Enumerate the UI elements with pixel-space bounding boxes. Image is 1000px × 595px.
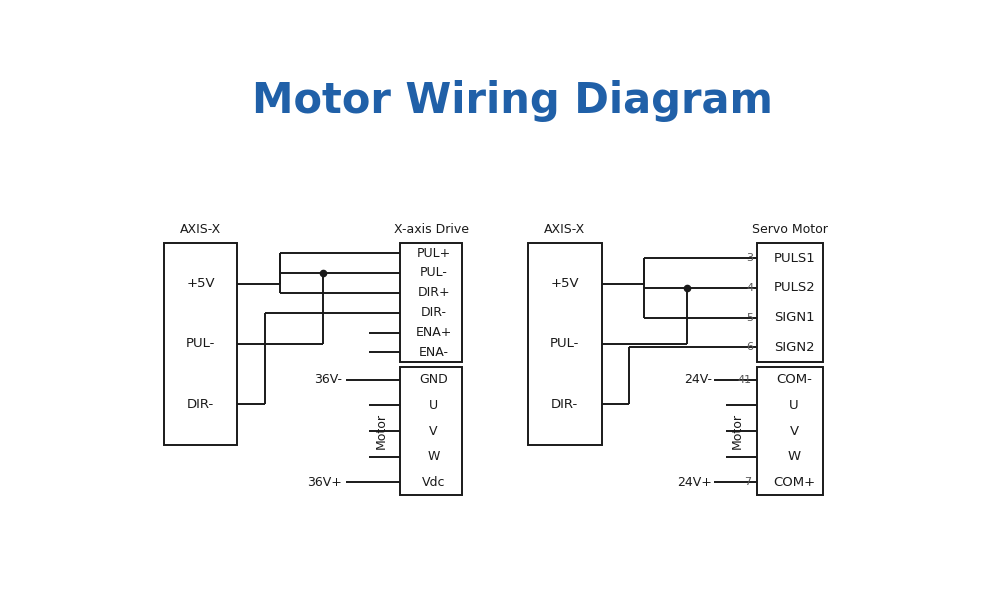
Text: W: W (427, 450, 440, 463)
Bar (400, 243, 462, 362)
Text: ENA-: ENA- (419, 346, 449, 359)
Text: +5V: +5V (186, 277, 215, 290)
Text: Vdc: Vdc (422, 476, 445, 489)
Text: PUL+: PUL+ (416, 247, 451, 259)
Text: AXIS-X: AXIS-X (544, 223, 585, 236)
Text: DIR-: DIR- (187, 398, 214, 411)
Text: DIR-: DIR- (551, 398, 578, 411)
Text: Motor: Motor (731, 413, 744, 449)
Text: 24V-: 24V- (684, 373, 712, 386)
Text: +5V: +5V (550, 277, 579, 290)
Text: 41: 41 (737, 375, 751, 385)
Text: 5: 5 (747, 312, 754, 322)
Text: W: W (788, 450, 801, 463)
Text: U: U (429, 399, 438, 412)
Text: PUL-: PUL- (420, 267, 448, 280)
Text: PUL-: PUL- (186, 337, 215, 350)
Bar (757, 243, 822, 362)
Text: Motor Wiring Diagram: Motor Wiring Diagram (252, 80, 773, 122)
Bar (400, 367, 462, 495)
Text: PULS1: PULS1 (773, 252, 815, 265)
Text: Servo Motor: Servo Motor (752, 223, 828, 236)
Text: DIR-: DIR- (421, 306, 447, 319)
Text: 6: 6 (747, 343, 754, 352)
Text: U: U (789, 399, 799, 412)
Text: COM+: COM+ (773, 476, 815, 489)
Text: 3: 3 (747, 253, 754, 263)
Bar (757, 367, 822, 495)
Text: DIR+: DIR+ (417, 286, 450, 299)
Text: ENA+: ENA+ (415, 326, 452, 339)
Text: V: V (790, 425, 799, 437)
Text: PULS2: PULS2 (773, 281, 815, 295)
Text: COM-: COM- (776, 373, 812, 386)
Text: X-axis Drive: X-axis Drive (394, 223, 469, 236)
Text: SIGN1: SIGN1 (774, 311, 814, 324)
Text: SIGN2: SIGN2 (774, 341, 814, 354)
Text: V: V (429, 425, 438, 437)
Text: 4: 4 (746, 283, 754, 293)
Text: GND: GND (419, 373, 448, 386)
Text: 24V+: 24V+ (677, 476, 712, 489)
Text: 36V-: 36V- (314, 373, 342, 386)
Bar (528, 243, 602, 445)
Text: AXIS-X: AXIS-X (180, 223, 221, 236)
Text: 36V+: 36V+ (307, 476, 342, 489)
Text: PUL-: PUL- (550, 337, 580, 350)
Text: Motor: Motor (374, 413, 387, 449)
Bar (164, 243, 237, 445)
Text: 7: 7 (744, 477, 751, 487)
